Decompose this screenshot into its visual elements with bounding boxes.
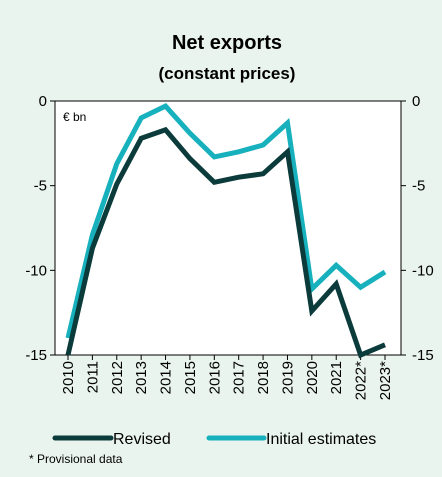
x-tick-label: 2013 [133,361,150,394]
x-tick-label: 2012 [109,361,126,394]
y-tick-label-right: 0 [412,93,420,110]
legend: Revised Initial estimates [52,431,376,448]
y-tick-label-left: -10 [25,262,47,279]
x-tick-label: 2023* [377,361,394,400]
unit-label: € bn [63,110,86,124]
chart-subtitle: (constant prices) [159,64,296,83]
y-tick-label-left: -5 [34,178,47,195]
x-tick-label: 2020 [304,361,321,394]
legend-label-revised: Revised [113,431,171,448]
x-tick-label: 2019 [279,361,296,394]
y-tick-label-left: -15 [25,347,47,364]
y-axis-left: 0 -5 -10 -15 [25,93,55,364]
chart-title: Net exports [172,32,282,54]
series-layer [65,103,387,359]
x-tick-label: 2010 [60,361,77,394]
x-tick-label: 2015 [182,361,199,394]
y-tick-label-right: -5 [412,178,425,195]
x-tick-label: 2014 [158,361,175,394]
x-tick-label: 2018 [255,361,272,394]
x-tick-label: 2017 [231,361,248,394]
x-tick-label: 2016 [206,361,223,394]
series-line-initial-estimates [65,103,387,339]
y-tick-label-right: -10 [412,262,434,279]
legend-label-initial-estimates: Initial estimates [266,431,376,448]
x-axis: 2010 2011 2012 2013 2014 2015 2016 2017 2018 2019… [60,355,394,400]
plot-area [54,100,402,356]
x-tick-label: 2022* [353,361,370,400]
footnote: * Provisional data [29,452,123,466]
x-tick-label: 2021 [328,361,345,394]
y-tick-label-right: -15 [412,347,434,364]
y-axis-right: 0 -5 -10 -15 [401,93,434,364]
y-tick-label-left: 0 [39,93,47,110]
x-tick-label: 2011 [84,361,101,393]
series-line-revised [65,126,386,359]
